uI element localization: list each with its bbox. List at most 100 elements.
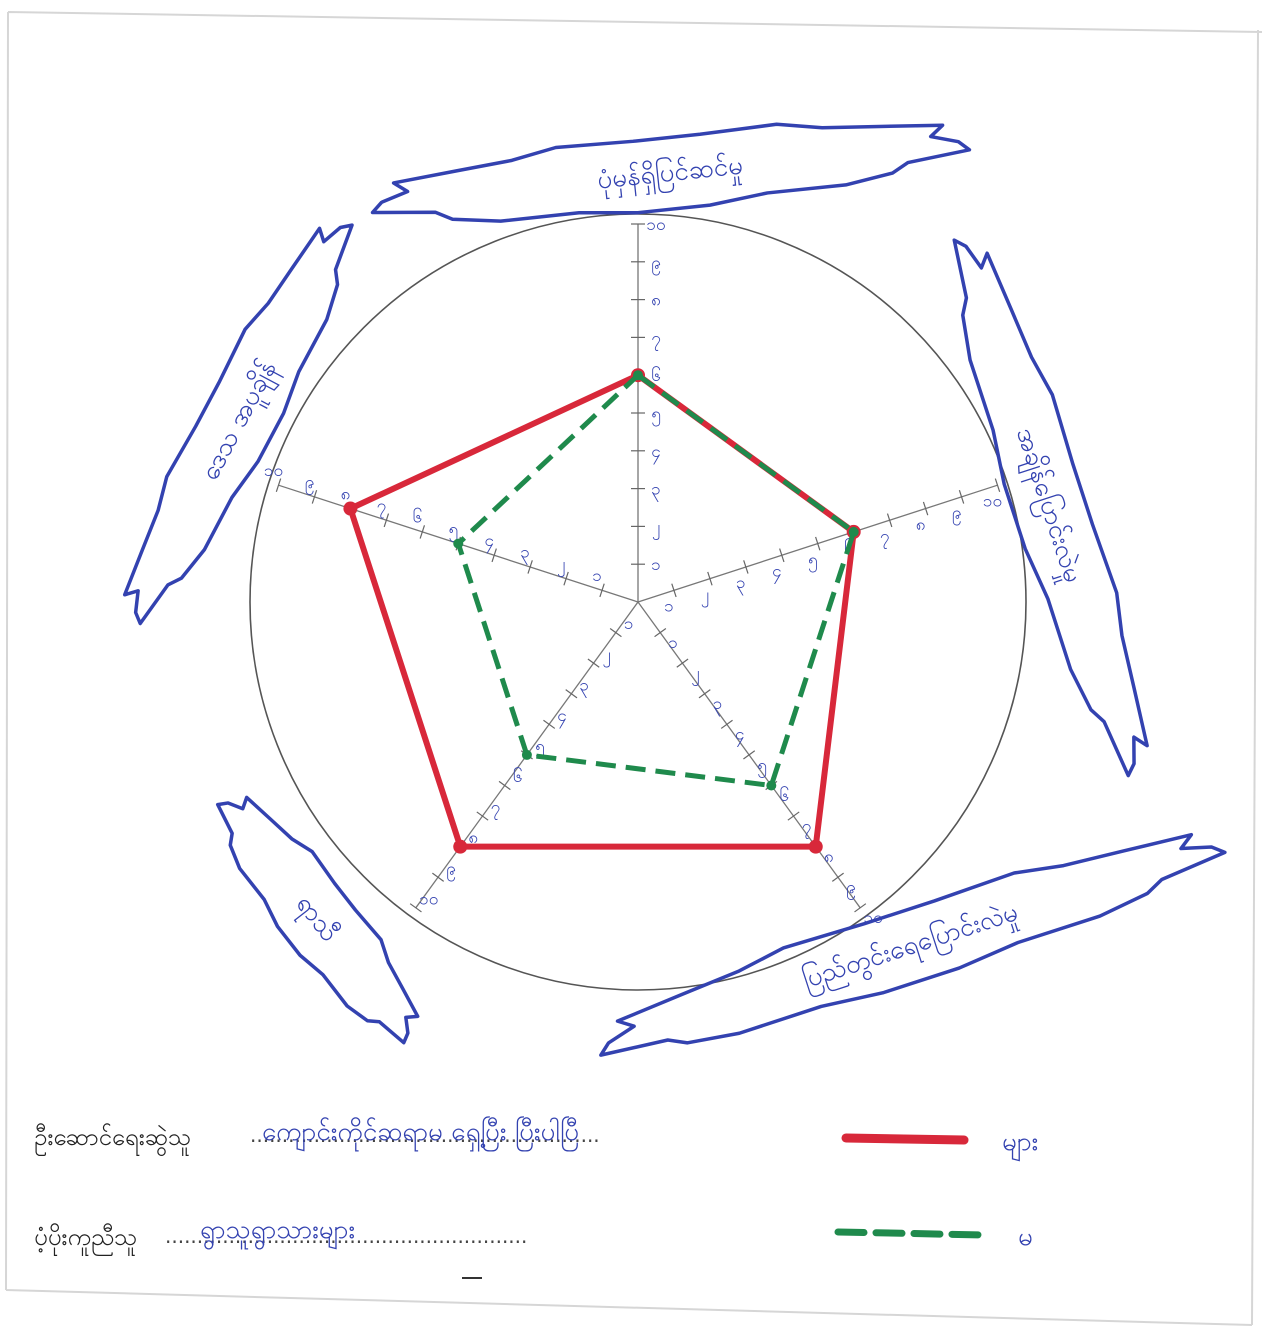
axis-1-tick-label-5: ၅ <box>651 404 661 427</box>
axis-5-tick-2 <box>563 571 569 586</box>
supporter-label: ပံ့ပိုးကူညီသူ <box>34 1222 137 1256</box>
axis-3-tick-3 <box>698 689 711 699</box>
axis-5-tick-3 <box>527 560 533 574</box>
axis-5-tick-label-5: ၅ <box>449 519 459 542</box>
axis-1-tick-label-1: ၁ <box>651 555 661 575</box>
axis-4-tick-label-9: ၉ <box>446 859 456 882</box>
axis-5-tick-7 <box>383 513 390 528</box>
leader-value: ကျောင်းကိုင်ဆရာမ ရှေ့ပြီး ပြီးပါပြီ <box>262 1114 579 1152</box>
axis-5-tick-label-1: ၁ <box>592 566 602 586</box>
legend-label-series-1: များ <box>1002 1127 1038 1162</box>
axis-5-tick-label-8: ၈ <box>341 484 351 504</box>
axis-4-tick-3 <box>565 689 578 699</box>
axis-2-tick-3 <box>743 560 749 574</box>
axis-2-tick-label-1: ၁ <box>664 597 674 617</box>
supporter-value: ရွာသူရွာသားများ <box>200 1215 355 1250</box>
legend-swatch-series-2 <box>834 1228 989 1239</box>
axes-group: ၁၂၃၄၅၆၇၈၉၁၀၁၂၃၄၅၆၇၈၉၁၀၁၂၃၄၅၆၇၈၉၁၀၁၂၃၄၅၆၇… <box>264 215 1002 928</box>
axis-4-tick-label-5: ၅ <box>535 736 545 759</box>
axis-4-tick-label-10: ၁၀ <box>419 889 438 909</box>
axis-3-tick-label-5: ၅ <box>757 755 767 778</box>
axis-title-2: အချိန်ပြောင်းလဲမှု <box>952 238 1149 778</box>
axis-5-tick-9 <box>311 490 318 504</box>
series-2-point-1 <box>633 370 643 381</box>
axis-2-tick-label-5: ၅ <box>808 550 818 573</box>
axis-3-tick-5 <box>743 750 756 760</box>
axis-1-tick-label-4: ၄ <box>651 442 661 465</box>
leader-dots: ........................................… <box>250 1123 600 1147</box>
axis-2-tick-label-9: ၉ <box>952 503 962 526</box>
axis-title-1-text: ပုံမှန်ရှိပြင်ဆင်မှု <box>596 147 745 200</box>
axis-2-tick-4 <box>779 548 785 563</box>
paper-edge <box>5 11 1263 1326</box>
axis-3-tick-label-6: ၆ <box>779 785 789 806</box>
axis-title-5: ဒေသ အပူချိန် <box>122 223 354 626</box>
axis-2-tick-label-3: ၃ <box>736 573 746 596</box>
axis-3-tick-4 <box>720 719 733 729</box>
axis-5-tick-label-9: ၉ <box>305 473 315 496</box>
supporter-dots: ........................................… <box>165 1224 527 1248</box>
axis-5-tick-label-3: ၃ <box>520 543 530 566</box>
leader-label: ဦးဆောင်ရေးဆွဲသူ <box>34 1122 191 1157</box>
axis-2-tick-label-7: ၇ <box>880 526 890 549</box>
axis-4-tick-6 <box>498 780 511 791</box>
axis-5-tick-10 <box>275 478 282 493</box>
axis-4-tick-2 <box>587 658 600 668</box>
axis-2-tick-9 <box>958 490 965 504</box>
axis-2-tick-2 <box>707 571 713 586</box>
axis-5-tick-label-10: ၁၀ <box>264 461 283 481</box>
axis-2-tick-1 <box>671 583 677 598</box>
axis-3-tick-label-9: ၉ <box>846 878 856 901</box>
series-2-point-5 <box>453 538 464 549</box>
axis-3-tick-10 <box>854 903 867 913</box>
axis-3-tick-2 <box>676 658 689 668</box>
axis-2-tick-10 <box>994 478 1001 493</box>
axis-1-tick-label-10: ၁၀ <box>646 215 665 235</box>
axis-4-tick-label-6: ၆ <box>513 766 523 787</box>
series-group <box>343 368 861 854</box>
axis-1-tick-label-8: ၈ <box>651 291 661 311</box>
axis-2-tick-label-10: ၁၀ <box>983 491 1002 511</box>
axis-3-tick-label-7: ၇ <box>802 816 812 839</box>
axis-title-1: ပုံမှန်ရှိပြင်ဆင်မှု <box>370 122 972 223</box>
legend: များ မ <box>834 1127 1038 1252</box>
axis-2-tick-8 <box>922 501 929 516</box>
axis-5-tick-4 <box>491 548 497 563</box>
axis-5-tick-6 <box>419 525 426 539</box>
axis-3-tick-label-4: ၄ <box>735 725 745 748</box>
axis-1-tick-label-9: ၉ <box>651 253 661 276</box>
axis-5-tick-label-7: ၇ <box>377 496 387 519</box>
axis-1-tick-label-3: ၃ <box>651 480 661 503</box>
axis-1-tick-label-6: ၆ <box>651 365 661 386</box>
axis-2-tick-5 <box>815 536 821 551</box>
series-2-polygon <box>455 372 857 788</box>
axis-4-tick-label-7: ၇ <box>491 798 501 821</box>
axis-4-tick-10 <box>409 903 422 913</box>
axis-3-tick-label-1: ၁ <box>668 633 678 653</box>
axis-5-tick-label-2: ၂ <box>557 554 565 577</box>
axis-4-tick-label-1: ၁ <box>624 614 634 634</box>
series-2-point-4 <box>521 749 532 760</box>
series-1-point-4 <box>453 839 468 854</box>
axis-5-tick-label-4: ၄ <box>484 531 494 554</box>
axis-3-tick-label-3: ၃ <box>713 694 723 717</box>
series-2-point-2 <box>848 526 859 537</box>
axis-title-3-cloud <box>599 832 1227 1057</box>
series-1-polygon <box>347 372 857 850</box>
legend-swatch-series-1 <box>841 1133 969 1145</box>
axis-title-4-cloud <box>215 795 420 1045</box>
series-1-point-5 <box>343 501 358 516</box>
axis-5-tick-1 <box>599 583 605 598</box>
axis-2-tick-label-4: ၄ <box>772 561 782 584</box>
axis-4-tick-label-4: ၄ <box>557 706 567 729</box>
axis-3-tick-9 <box>831 872 844 882</box>
axis-3-tick-7 <box>787 811 800 821</box>
axis-4-tick-label-8: ၈ <box>468 828 478 848</box>
axis-3-tick-label-2: ၂ <box>691 664 699 687</box>
axis-4-tick-7 <box>476 811 489 821</box>
axis-title-1-cloud <box>370 122 972 223</box>
series-1-point-3 <box>808 839 823 854</box>
axis-3-tick-label-8: ၈ <box>824 847 834 867</box>
axis-1-tick-label-7: ၇ <box>651 328 661 351</box>
